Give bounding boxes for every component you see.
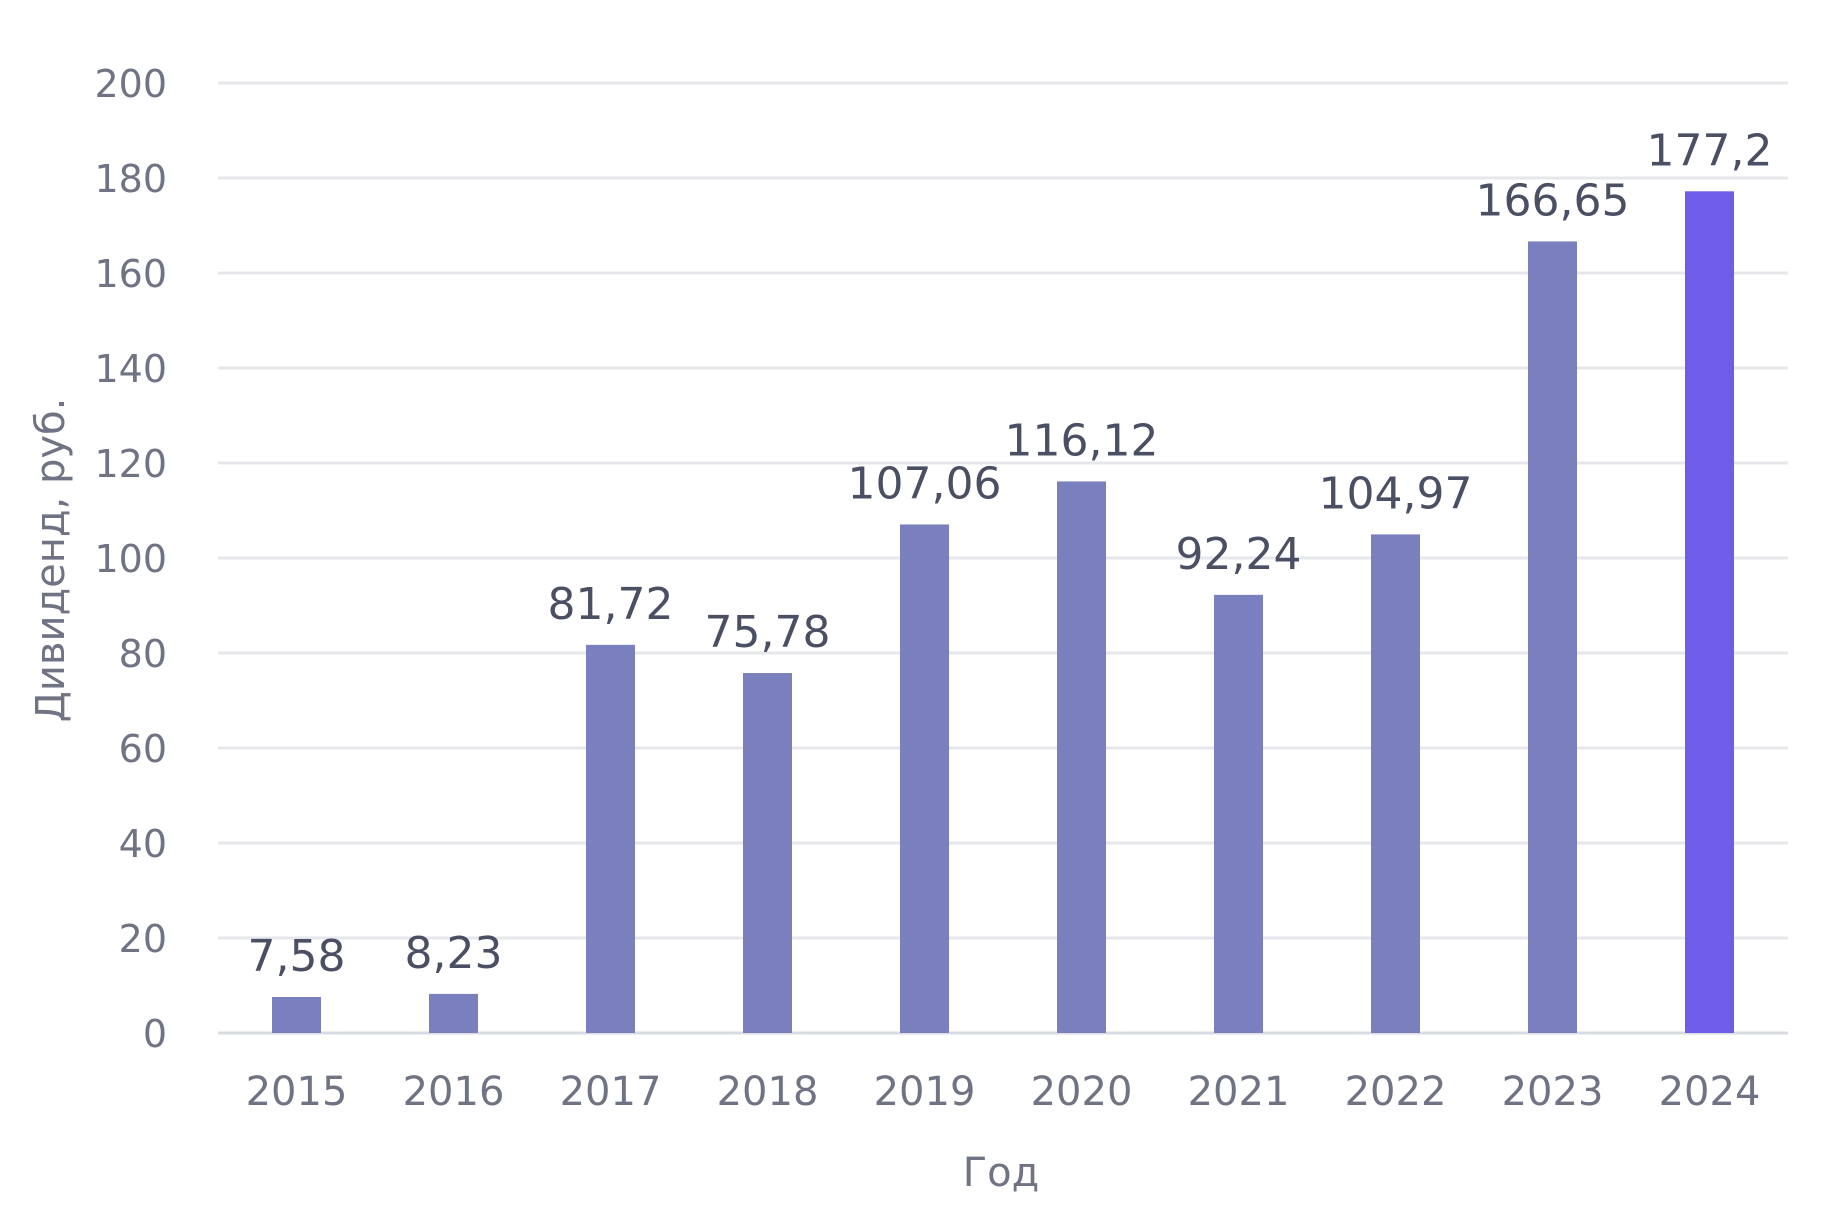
bars-layer [272, 191, 1734, 1034]
x-tick-label-2016: 2016 [403, 1069, 505, 1115]
x-tick-label-2021: 2021 [1188, 1069, 1290, 1115]
bar-2018 [743, 673, 792, 1033]
data-label-2020: 116,12 [1005, 415, 1159, 466]
x-tick-label-2018: 2018 [717, 1069, 819, 1115]
y-tick-label: 180 [94, 157, 167, 201]
data-label-2018: 75,78 [705, 607, 831, 658]
data-label-2015: 7,58 [248, 931, 346, 982]
bar-2021 [1214, 594, 1263, 1033]
data-label-2023: 166,65 [1476, 175, 1630, 226]
x-tick-label-2019: 2019 [874, 1069, 976, 1115]
x-tick-label-2017: 2017 [560, 1069, 662, 1115]
y-tick-label: 20 [119, 917, 167, 961]
data-label-2016: 8,23 [405, 928, 503, 979]
y-tick-label: 120 [94, 442, 167, 486]
bar-2023 [1528, 241, 1577, 1034]
bar-2015 [272, 996, 321, 1033]
y-tick-label: 0 [143, 1012, 167, 1056]
data-label-2019: 107,06 [848, 458, 1002, 509]
data-label-2021: 92,24 [1176, 529, 1302, 580]
x-tick-label-2015: 2015 [246, 1069, 348, 1115]
bar-2019 [900, 524, 949, 1033]
y-axis-ticks: 0 20 40 60 80 100 120 140 160 180 200 [94, 62, 167, 1056]
y-tick-label: 100 [94, 537, 167, 581]
grid-layer [218, 81, 1788, 1035]
bar-2024 [1685, 191, 1734, 1034]
x-axis-title: Год [963, 1150, 1040, 1196]
x-tick-label-2024: 2024 [1659, 1069, 1761, 1115]
x-axis-ticks: 2015 2016 2017 2018 2019 2020 2021 2022 2023 2024 [246, 1069, 1761, 1115]
y-tick-label: 80 [119, 632, 167, 676]
bar-2020 [1057, 481, 1106, 1033]
bar-2022 [1371, 534, 1420, 1033]
y-axis-title: Дивиденд, руб. [28, 398, 74, 723]
bar-2016 [429, 993, 478, 1033]
data-label-2024: 177,2 [1647, 125, 1773, 176]
bar-2017 [586, 644, 635, 1033]
y-tick-label: 200 [94, 62, 167, 106]
data-label-2017: 81,72 [548, 579, 674, 630]
y-tick-label: 140 [94, 347, 167, 391]
y-tick-label: 40 [119, 822, 167, 866]
x-tick-label-2020: 2020 [1031, 1069, 1133, 1115]
x-tick-label-2023: 2023 [1502, 1069, 1604, 1115]
data-label-2022: 104,97 [1319, 468, 1473, 519]
y-tick-label: 160 [94, 252, 167, 296]
x-tick-label-2022: 2022 [1345, 1069, 1447, 1115]
y-tick-label: 60 [119, 727, 167, 771]
